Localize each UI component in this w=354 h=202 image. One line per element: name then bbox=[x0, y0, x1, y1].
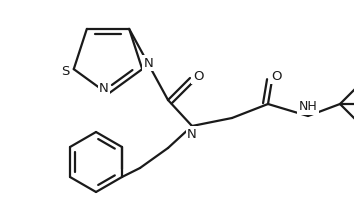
Text: O: O bbox=[271, 69, 281, 82]
Text: NH: NH bbox=[299, 101, 318, 114]
Text: O: O bbox=[193, 69, 203, 82]
Text: S: S bbox=[62, 65, 70, 78]
Text: N: N bbox=[187, 127, 197, 141]
Text: N: N bbox=[99, 81, 109, 95]
Text: N: N bbox=[143, 57, 153, 70]
